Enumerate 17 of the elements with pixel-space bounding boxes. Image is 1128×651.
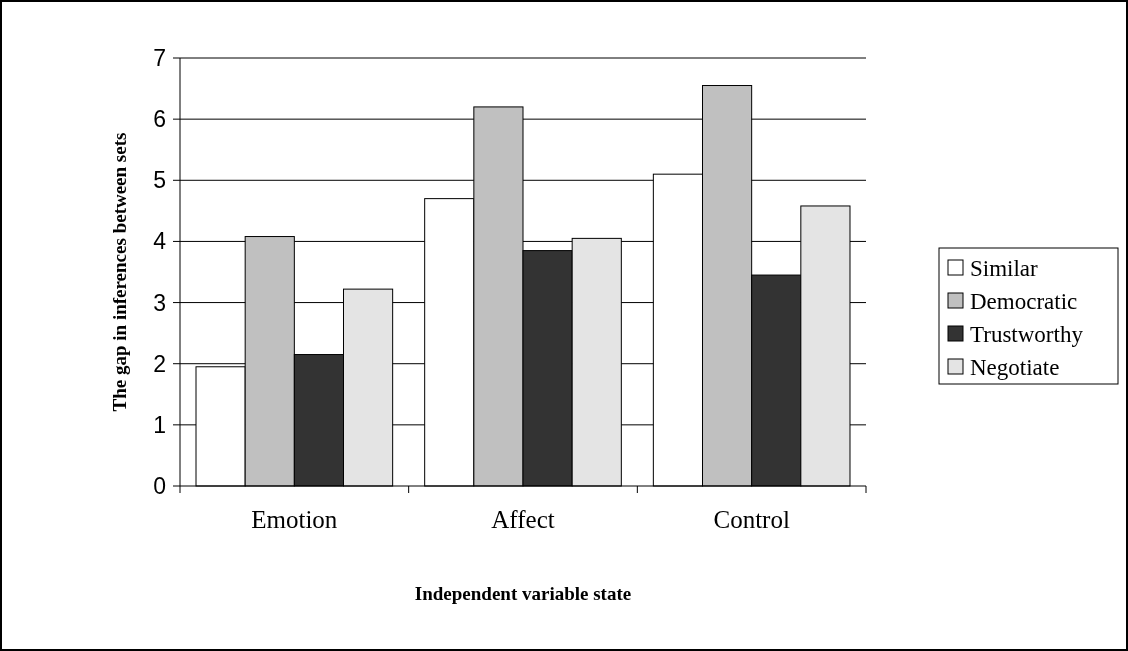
x-tick-label: Control xyxy=(713,506,790,533)
legend-label: Negotiate xyxy=(970,355,1060,381)
y-tick-label: 6 xyxy=(153,106,166,133)
x-axis-title: Independent variable state xyxy=(414,583,632,604)
y-tick-label: 5 xyxy=(153,167,166,194)
y-tick-label: 0 xyxy=(153,473,166,500)
legend-label: Democratic xyxy=(970,289,1078,315)
legend-label: Similar xyxy=(970,256,1039,282)
y-tick-label: 2 xyxy=(153,350,166,377)
y-tick-label: 3 xyxy=(153,289,166,316)
x-tick-label: Affect xyxy=(491,506,555,533)
legend-label: Trustworthy xyxy=(970,322,1084,348)
y-tick-label: 1 xyxy=(153,411,166,438)
y-tick-label: 7 xyxy=(153,45,166,72)
y-tick-label: 4 xyxy=(153,228,167,255)
x-tick-label: Emotion xyxy=(251,506,338,533)
y-axis-title: The gap in inferences between sets xyxy=(109,132,130,412)
